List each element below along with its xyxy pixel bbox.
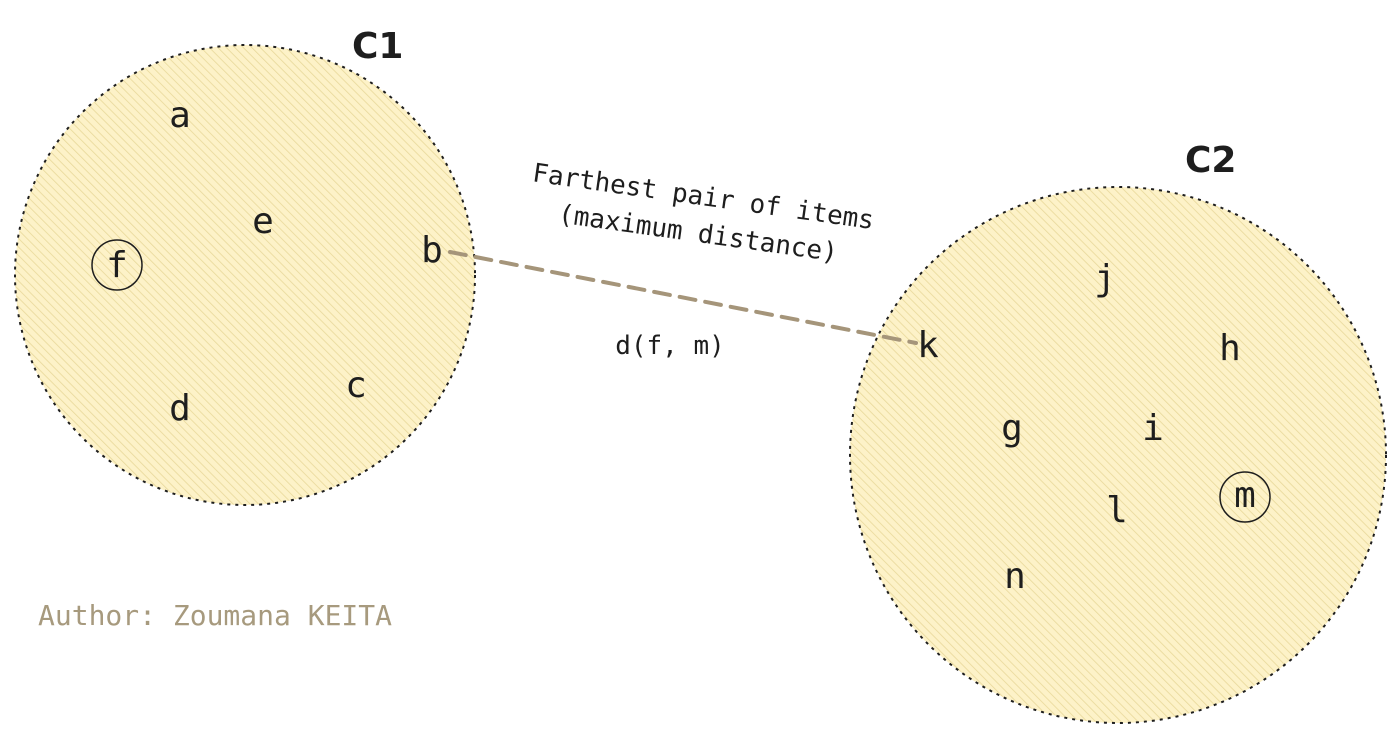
point-l: l	[1106, 490, 1128, 531]
point-i: i	[1142, 408, 1164, 449]
point-n: n	[1004, 556, 1026, 597]
point-d: d	[169, 388, 191, 429]
cluster-c2-label: C2	[1185, 140, 1236, 181]
point-e: e	[252, 201, 274, 242]
point-c: c	[345, 365, 367, 406]
point-m-highlight-ring	[1219, 471, 1271, 523]
farthest-pair-link	[448, 250, 918, 345]
cluster-c1: C1 a e f b d c	[14, 26, 476, 506]
point-f: f	[106, 245, 128, 286]
cluster-c2-region	[849, 186, 1387, 724]
point-b: b	[421, 230, 443, 271]
point-f-highlight-ring	[91, 239, 143, 291]
cluster-c1-region	[14, 44, 476, 506]
point-k: k	[917, 325, 939, 366]
farthest-pair-annotation: Farthest pair of items (maximum distance…	[531, 158, 876, 268]
point-g: g	[1001, 408, 1023, 449]
author-credit: Author: Zoumana KEITA	[38, 599, 392, 632]
point-a: a	[169, 95, 191, 136]
point-m: m	[1234, 475, 1256, 516]
cluster-c1-label: C1	[352, 26, 403, 67]
distance-label: d(f, m)	[615, 331, 725, 361]
point-h: h	[1219, 328, 1241, 369]
point-j: j	[1094, 258, 1116, 299]
cluster-c2: C2 j k h g i l m n	[849, 140, 1387, 724]
